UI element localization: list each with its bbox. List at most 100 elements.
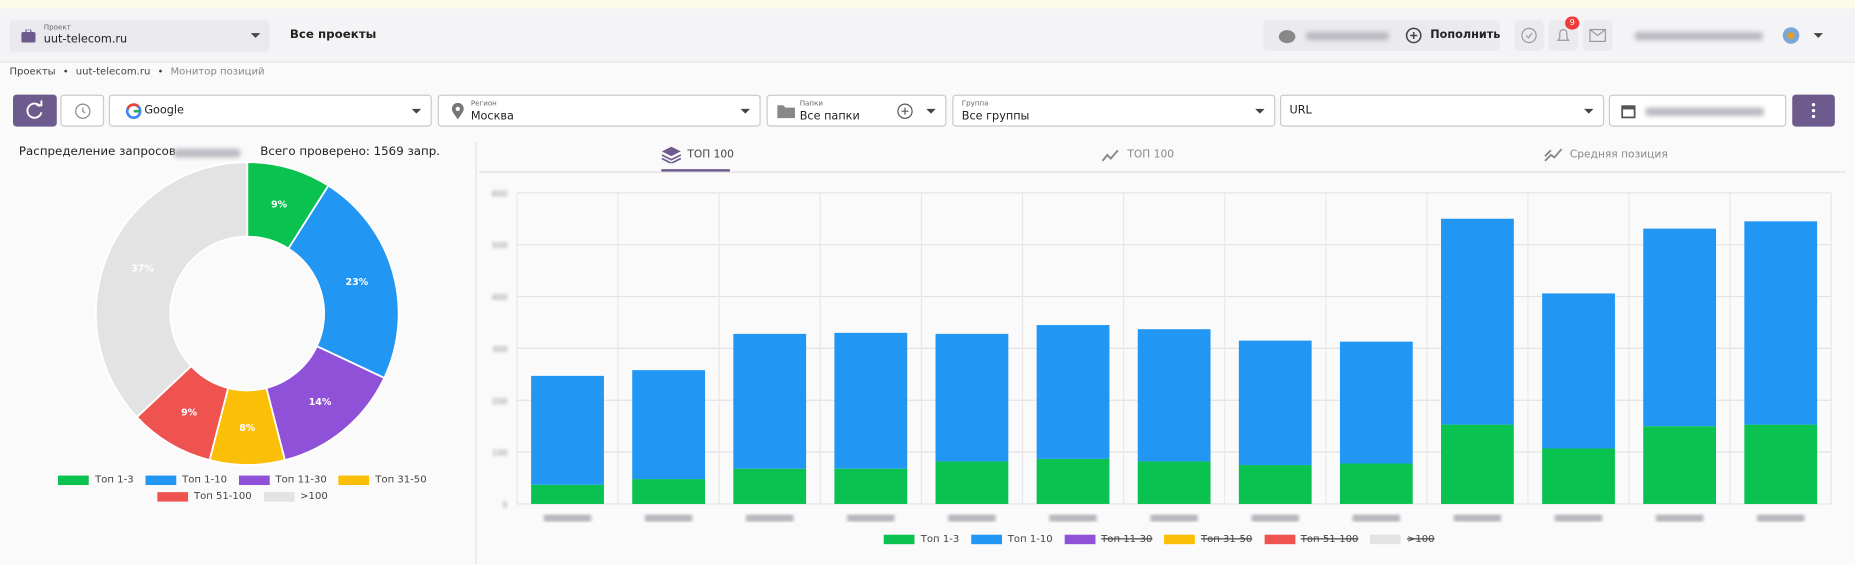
x-tick-blur xyxy=(1656,515,1703,522)
legend-item: Топ 1-10 xyxy=(971,534,1053,546)
legend-item: >100 xyxy=(1370,534,1434,546)
caret xyxy=(741,109,750,114)
legend-label: Топ 1-3 xyxy=(95,474,134,486)
legend-item: Топ 1-3 xyxy=(884,534,959,546)
sep: • xyxy=(157,66,163,78)
legend-swatch xyxy=(58,476,89,485)
bar-segment xyxy=(1542,448,1615,503)
legend-swatch xyxy=(263,492,294,501)
history-btn[interactable] xyxy=(60,95,104,127)
legend-label: Топ 1-3 xyxy=(921,534,960,546)
legend-swatch xyxy=(145,476,176,485)
folders-label: Папки xyxy=(800,99,823,107)
bar-segment xyxy=(531,485,604,504)
blurred-balance xyxy=(1306,32,1389,40)
all-projects[interactable]: Все проекты xyxy=(290,28,377,41)
legend-label: Топ 1-10 xyxy=(182,474,227,486)
legend-label: Топ 51-100 xyxy=(1301,534,1359,546)
menu-btn[interactable] xyxy=(1792,95,1835,127)
legend-swatch xyxy=(1370,535,1401,544)
x-tick-blur xyxy=(1555,515,1602,522)
group-label: Группа xyxy=(962,99,989,107)
legend-swatch xyxy=(971,535,1002,544)
bar-segment xyxy=(1643,426,1716,504)
mail-btn[interactable] xyxy=(1583,20,1613,51)
bar-segment xyxy=(936,334,1009,462)
tab-label: ТОП 100 xyxy=(1127,149,1174,161)
caret xyxy=(1255,109,1264,114)
pie-slice xyxy=(96,162,247,417)
group-select[interactable]: Группа Все группы xyxy=(952,95,1275,127)
bar-segment xyxy=(936,461,1009,504)
legend-item: Топ 1-10 xyxy=(145,474,227,486)
bar-segment xyxy=(1138,461,1211,504)
legend-swatch xyxy=(1064,535,1095,544)
legend-label: Топ 11-30 xyxy=(276,474,327,486)
url: URL xyxy=(1289,104,1311,117)
legend-item: Топ 51-100 xyxy=(157,491,251,503)
engine: Google xyxy=(144,104,184,117)
bar-segment xyxy=(632,479,705,504)
legend-item: Топ 11-30 xyxy=(239,474,327,486)
bar-segment xyxy=(1744,221,1817,424)
project-name: uut-telecom.ru xyxy=(44,33,127,46)
slice-label: 8% xyxy=(239,423,256,434)
bar-segment xyxy=(1441,425,1514,504)
crumb[interactable]: Проекты xyxy=(9,66,55,78)
folders-select[interactable]: Папки Все папки xyxy=(767,95,947,127)
date-select[interactable] xyxy=(1609,95,1786,127)
pie-legend: Топ 1-3 Топ 1-10 Топ 11-30 Топ 31-50 Топ 51-… xyxy=(24,474,462,502)
balance: Пополнить xyxy=(1263,20,1500,51)
legend-item: Топ 31-50 xyxy=(1164,534,1252,546)
bar-segment xyxy=(834,333,907,469)
legend-swatch xyxy=(239,476,270,485)
tab[interactable]: Средняя позиция xyxy=(1544,148,1668,162)
y-tick-label: 0 xyxy=(502,500,507,510)
tasks-btn[interactable] xyxy=(1514,20,1544,51)
engine-select[interactable]: Google xyxy=(109,95,432,127)
bar-segment xyxy=(834,469,907,504)
project-label: Проект xyxy=(44,24,71,32)
x-tick-blur xyxy=(544,515,591,522)
tab-active[interactable]: ТОП 100 xyxy=(661,146,734,164)
caret xyxy=(926,109,935,114)
project-select[interactable]: Проект uut-telecom.ru xyxy=(9,20,269,52)
refresh-btn[interactable] xyxy=(13,95,57,127)
tab-label: ТОП 100 xyxy=(687,148,734,160)
divider xyxy=(476,142,477,564)
legend-item: Топ 51-100 xyxy=(1264,534,1358,546)
slice-label: 23% xyxy=(346,277,369,288)
bar-segment xyxy=(1340,342,1413,464)
x-tick-blur xyxy=(1353,515,1400,522)
y-tick-label: 300 xyxy=(492,344,508,354)
bar-segment xyxy=(1542,293,1615,448)
badge: 9 xyxy=(1565,17,1579,30)
caret xyxy=(1814,33,1823,38)
piggy-icon xyxy=(1278,28,1297,43)
url-select[interactable]: URL xyxy=(1280,95,1604,127)
bar-segment xyxy=(1340,464,1413,504)
bar-segment xyxy=(632,370,705,479)
bar-segment xyxy=(1744,425,1817,504)
avatar[interactable] xyxy=(1782,26,1801,45)
sep: • xyxy=(63,66,69,78)
slice-label: 9% xyxy=(181,407,198,418)
legend-label: Топ 31-50 xyxy=(375,474,426,486)
blurred-user xyxy=(1635,32,1763,40)
region-label: Регион xyxy=(471,99,497,107)
x-tick-blur xyxy=(1150,515,1197,522)
bar-segment xyxy=(1239,465,1312,504)
caret xyxy=(251,33,260,38)
y-tick-label: 100 xyxy=(492,448,508,458)
y-tick-label: 600 xyxy=(492,188,508,198)
region: Москва xyxy=(471,110,514,123)
region-select[interactable]: Регион Москва xyxy=(438,95,761,127)
topup[interactable]: Пополнить xyxy=(1430,28,1500,41)
tab[interactable]: ТОП 100 xyxy=(1101,148,1174,162)
y-tick-label: 500 xyxy=(492,240,508,250)
crumb[interactable]: uut-telecom.ru xyxy=(76,66,151,78)
briefcase-icon xyxy=(21,30,35,43)
legend-item: >100 xyxy=(263,491,327,503)
